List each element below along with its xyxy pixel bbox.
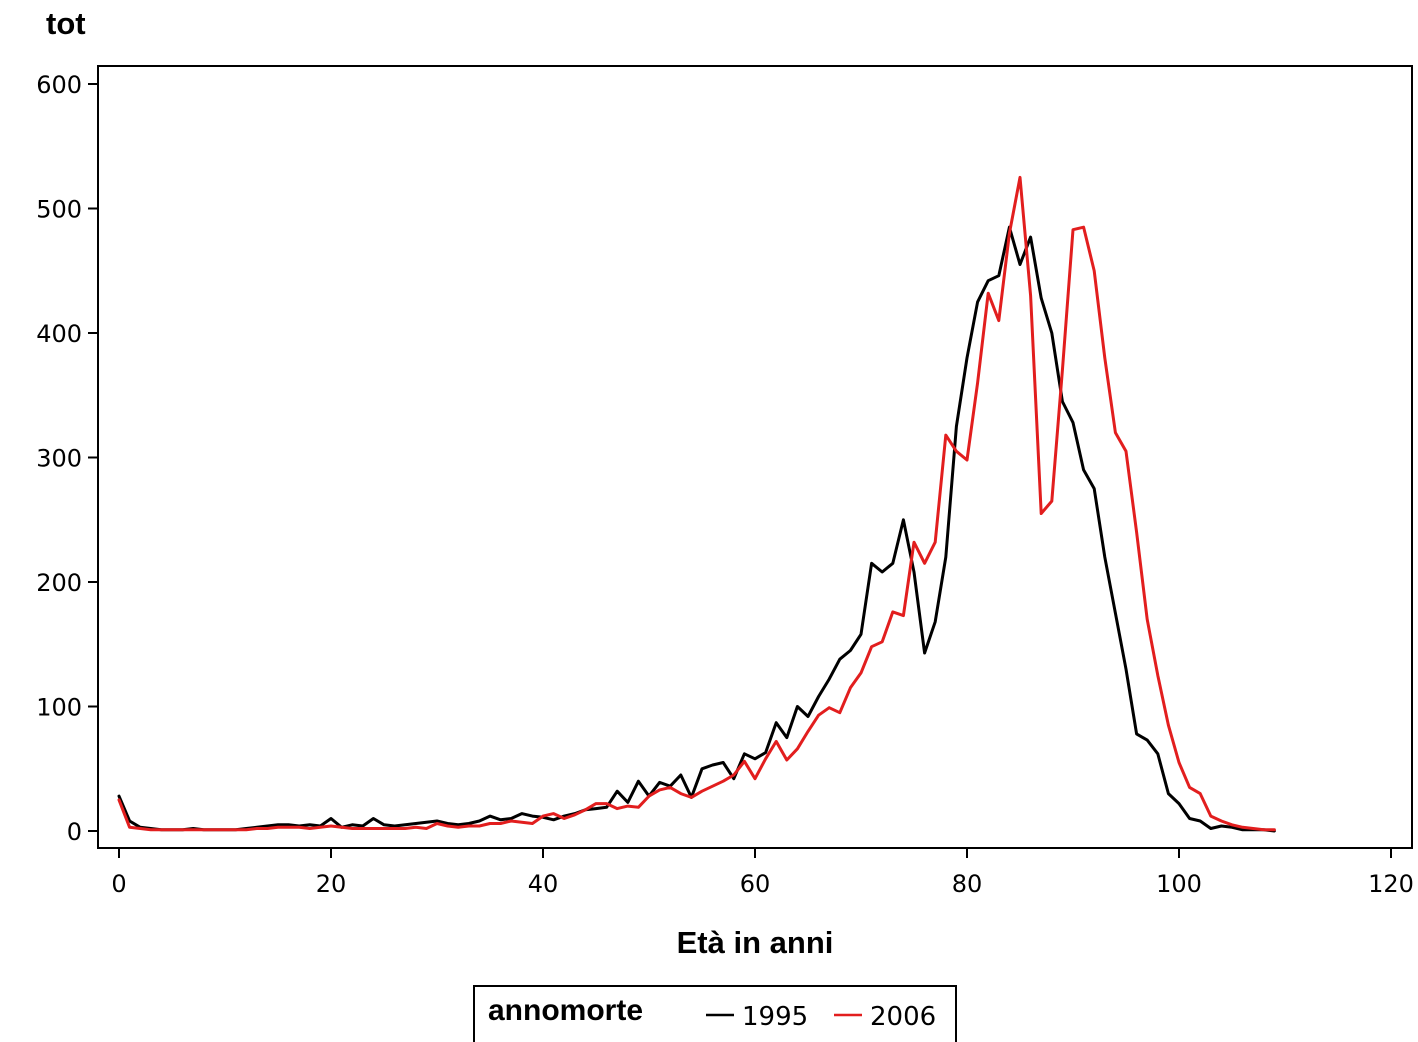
x-tick-label: 0 xyxy=(111,870,126,898)
y-tick-label: 0 xyxy=(67,818,82,846)
y-tick-label: 600 xyxy=(36,71,82,99)
y-tick-label: 300 xyxy=(36,445,82,473)
legend-label-1995: 1995 xyxy=(742,1002,808,1032)
y-tick-label: 400 xyxy=(36,320,82,348)
x-tick-label: 20 xyxy=(316,870,347,898)
x-axis: 0 20 40 60 80 100 120 xyxy=(111,848,1414,898)
series-line-1995 xyxy=(117,225,1276,833)
series-lines xyxy=(117,175,1276,833)
plot-area-frame xyxy=(97,65,1413,849)
x-tick-label: 120 xyxy=(1368,870,1414,898)
y-tick-label: 100 xyxy=(36,694,82,722)
x-axis-title: Età in anni xyxy=(677,925,834,960)
y-axis-title: tot xyxy=(46,6,86,41)
series-line-2006 xyxy=(117,175,1276,832)
legend-title: annomorte xyxy=(488,994,643,1027)
legend-label-2006: 2006 xyxy=(870,1002,936,1032)
y-axis: 0 100 200 300 400 500 600 xyxy=(36,71,98,846)
y-tick-label: 200 xyxy=(36,569,82,597)
x-tick-label: 40 xyxy=(528,870,559,898)
x-tick-label: 100 xyxy=(1156,870,1202,898)
y-tick-label: 500 xyxy=(36,196,82,224)
legend: annomorte 1995 2006 xyxy=(473,985,957,1042)
x-tick-label: 80 xyxy=(952,870,983,898)
x-tick-label: 60 xyxy=(740,870,771,898)
